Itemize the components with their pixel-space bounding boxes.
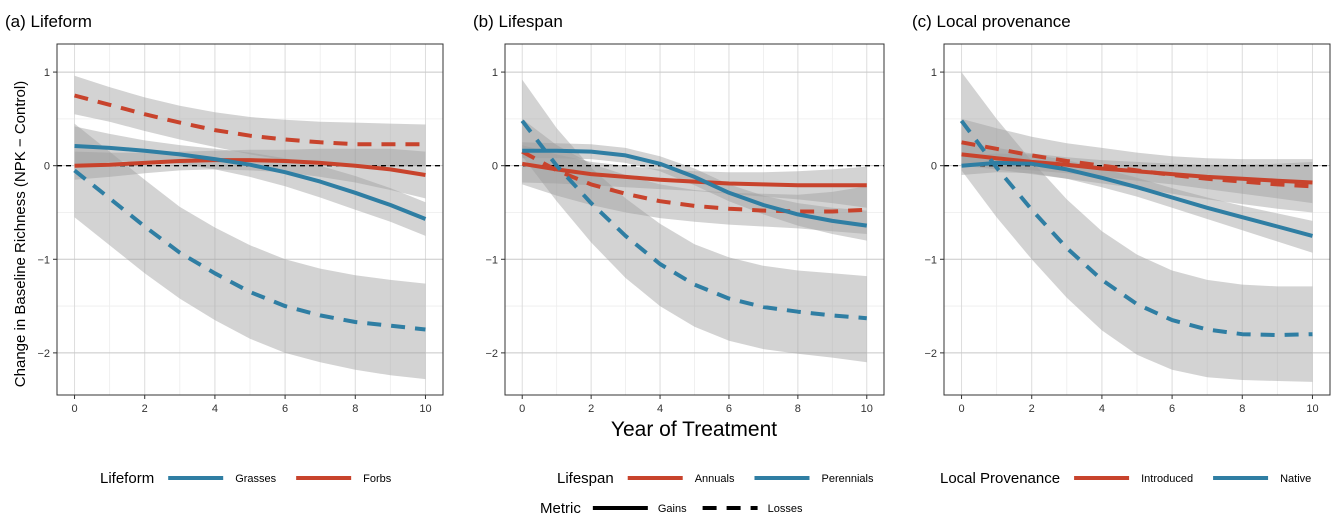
series-line-annuals-gains	[521, 161, 867, 188]
legend-title: Lifespan	[557, 470, 614, 487]
series-line-native-gains	[961, 160, 1314, 238]
y-tick-label: 0	[492, 161, 498, 173]
x-tick-label: 6	[1169, 403, 1175, 415]
panel-border	[504, 43, 885, 396]
y-tick-label: −1	[485, 254, 498, 266]
panel-title: (a) Lifeform	[5, 12, 92, 31]
legend-label: Perennials	[821, 473, 873, 485]
series-line-forbs-gains	[74, 158, 426, 177]
legend-title: Lifeform	[100, 470, 154, 487]
confidence-band-annuals-losses	[522, 118, 867, 234]
legend-label: Forbs	[363, 473, 392, 485]
panel-local-provenance: (c) Local provenance 0 2 4 6 8 10 −2 −1 0 1	[912, 12, 1331, 415]
series-line-annuals-losses	[521, 149, 867, 214]
confidence-band-perennials-losses	[522, 79, 867, 363]
x-tick-label: 10	[861, 403, 873, 415]
legend-label: Gains	[658, 503, 687, 515]
y-tick-label: −1	[37, 254, 50, 266]
series-line-forbs-losses	[73, 93, 426, 147]
legend-label: Grasses	[235, 473, 276, 485]
series-line-grasses-losses	[73, 168, 426, 332]
legend-label: Losses	[768, 503, 803, 515]
y-axis-label: Change in Baseline Richness (NPK − Contr…	[12, 81, 29, 387]
confidence-band-native-losses	[961, 72, 1313, 382]
x-tick-label: 8	[352, 403, 358, 415]
y-tick-label: 1	[44, 67, 50, 79]
series-line-introduced-losses	[961, 140, 1313, 189]
legend-label: Annuals	[695, 473, 735, 485]
x-tick-label: 2	[142, 403, 148, 415]
series-line-grasses-gains	[74, 144, 427, 221]
panel-border	[943, 43, 1331, 396]
y-tick-label: −2	[924, 348, 937, 360]
x-tick-label: 6	[282, 403, 288, 415]
x-tick-label: 6	[726, 403, 732, 415]
legend-metric: Metric Gains Losses	[540, 500, 803, 517]
x-tick-label: 8	[1239, 403, 1245, 415]
x-tick-label: 2	[588, 403, 594, 415]
panel-title: (b) Lifespan	[473, 12, 563, 31]
panel-border	[56, 43, 444, 396]
x-tick-label: 0	[519, 403, 525, 415]
legend-lifeform: Lifeform Grasses Forbs	[100, 470, 392, 487]
legend-label: Native	[1280, 473, 1311, 485]
x-axis-label: Year of Treatment	[611, 418, 777, 441]
y-tick-label: −2	[37, 348, 50, 360]
confidence-band-perennials-gains	[522, 142, 867, 241]
x-tick-label: 10	[419, 403, 431, 415]
y-tick-label: 1	[931, 67, 937, 79]
legend-lifespan: Lifespan Annuals Perennials	[557, 470, 874, 487]
legend-local-provenance: Local Provenance Introduced Native	[940, 470, 1311, 487]
x-tick-label: 2	[1029, 403, 1035, 415]
panel-title: (c) Local provenance	[912, 12, 1071, 31]
y-tick-label: 0	[44, 161, 50, 173]
panel-lifeform: (a) Lifeform 0 2 4 6 8 10 −2 −1 0 1	[5, 12, 444, 415]
x-tick-label: 8	[795, 403, 801, 415]
panel-lifespan: (b) Lifespan 0 2 4 6 8 10 −2 −1 0 1	[473, 12, 885, 415]
y-tick-label: −1	[924, 254, 937, 266]
y-tick-label: 1	[492, 67, 498, 79]
x-tick-label: 0	[71, 403, 77, 415]
x-tick-label: 0	[958, 403, 964, 415]
series-line-perennials-gains	[522, 148, 868, 228]
legend-label: Introduced	[1141, 473, 1193, 485]
legend-title: Local Provenance	[940, 470, 1060, 487]
x-tick-label: 4	[1099, 403, 1105, 415]
x-tick-label: 10	[1306, 403, 1318, 415]
y-tick-label: 0	[931, 161, 937, 173]
confidence-band-grasses-losses	[74, 123, 426, 380]
x-tick-label: 4	[212, 403, 218, 415]
y-tick-label: −2	[485, 348, 498, 360]
legend-title: Metric	[540, 500, 581, 517]
x-tick-label: 4	[657, 403, 663, 415]
